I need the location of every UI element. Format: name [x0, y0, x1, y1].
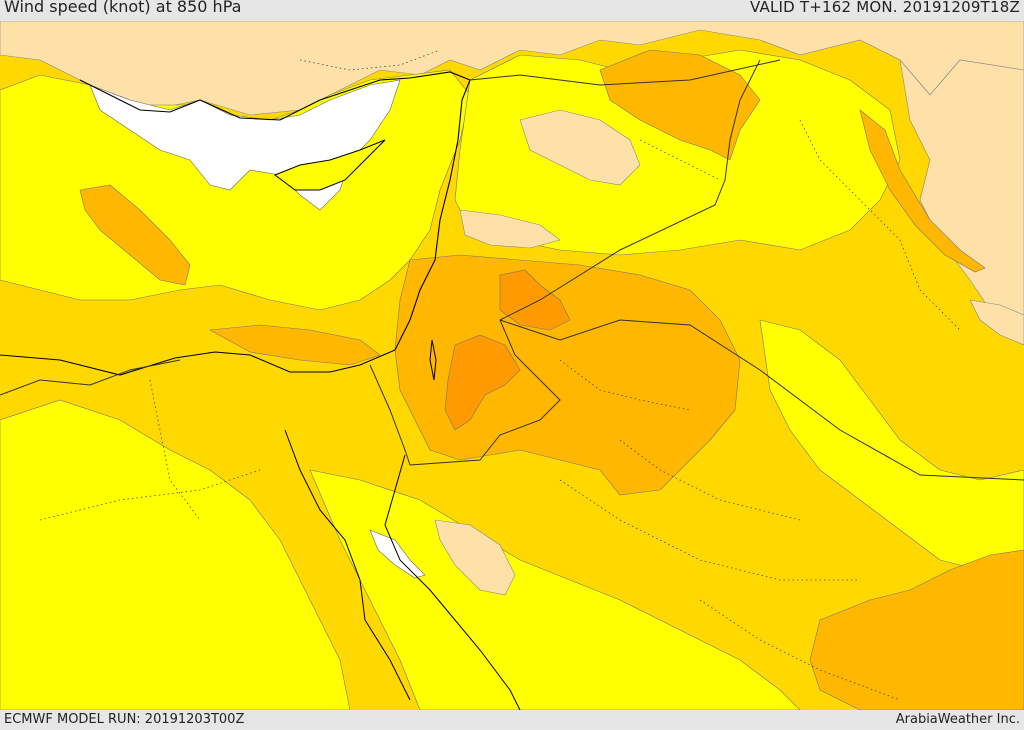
fresh-zone-jordan	[394, 254, 741, 496]
footer-bar: ECMWF MODEL RUN: 20191203T00Z ArabiaWeat…	[0, 710, 1024, 729]
fresh-zone-se	[809, 549, 1024, 710]
valid-time: VALID T+162 MON. 20191209T18Z	[750, 0, 1020, 16]
coastline-dead-sea	[429, 339, 437, 381]
header-bar: Wind speed (knot) at 850 hPa VALID T+162…	[0, 0, 1024, 21]
strong-zone-jordan	[444, 334, 521, 431]
low-zone-red-sea	[309, 469, 801, 710]
coastline-cyprus	[273, 139, 386, 191]
fresh-zone-north	[599, 49, 761, 161]
coastline-levant	[0, 79, 471, 376]
fresh-zone-med	[79, 184, 191, 286]
light-patch-2	[459, 209, 561, 249]
coastline-turkey	[79, 71, 471, 121]
light-patch-3	[434, 519, 516, 596]
coastline-red-sea-east	[384, 454, 521, 710]
fresh-zone-iraq	[859, 109, 986, 273]
low-zone-east-desert	[759, 319, 1024, 571]
fresh-zone-coast	[209, 324, 381, 366]
wind-speed-map[interactable]	[0, 21, 1024, 710]
map-title: Wind speed (knot) at 850 hPa	[4, 0, 242, 16]
province-lines	[39, 49, 961, 701]
light-patch-4	[969, 299, 1024, 346]
coastline-gulf-suez	[284, 429, 411, 701]
light-patch-1	[519, 109, 641, 186]
border-lines	[0, 59, 1024, 481]
low-zone-south	[0, 399, 351, 710]
model-run: ECMWF MODEL RUN: 20191203T00Z	[4, 712, 245, 727]
credit: ArabiaWeather Inc.	[895, 712, 1020, 727]
strong-zone-syria	[499, 269, 571, 331]
